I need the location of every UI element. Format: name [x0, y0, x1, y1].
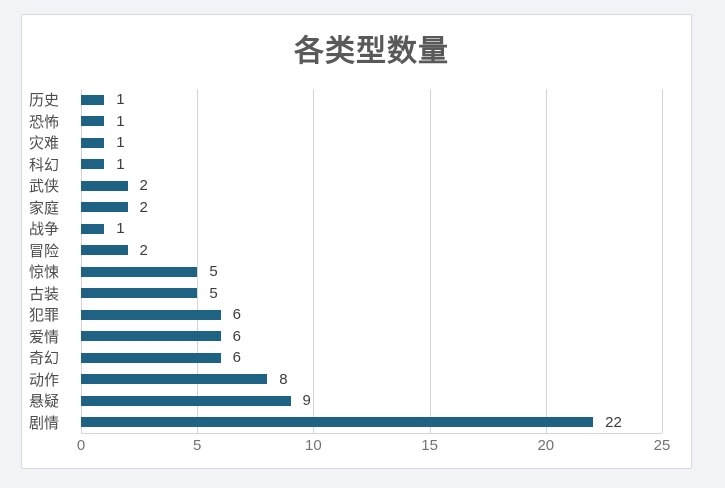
value-label: 8: [279, 370, 288, 388]
category-label: 恐怖: [28, 113, 59, 131]
bar: [81, 395, 291, 406]
category-label: 惊悚: [28, 264, 59, 282]
bar: [81, 309, 221, 320]
bar-track: 1: [81, 111, 663, 133]
chart-title: 各类型数量: [294, 35, 449, 68]
bar-row: 科幻 1: [22, 154, 663, 176]
bar-row: 家庭 2: [22, 197, 663, 219]
category-label: 悬疑: [28, 393, 59, 411]
bar-track: 22: [81, 412, 663, 434]
bar-row: 古装 5: [22, 283, 663, 305]
bar-row: 悬疑 9: [22, 390, 663, 412]
gridline: [545, 89, 547, 433]
x-tick-label: 20: [537, 437, 555, 454]
value-label: 1: [116, 134, 125, 152]
bar-row: 剧情 22: [22, 412, 663, 434]
value-label: 9: [302, 392, 311, 410]
x-tick-label: 10: [305, 437, 322, 454]
bar: [81, 137, 105, 148]
bar-row: 恐怖 1: [22, 111, 663, 133]
bar: [81, 116, 105, 127]
x-axis-ticks: 0 5 10 15 20 25: [77, 437, 671, 457]
bar-row: 奇幻 6: [22, 347, 663, 369]
category-label: 古装: [28, 285, 59, 303]
gridline: [81, 89, 82, 433]
bar-track: 2: [81, 197, 663, 219]
gridline: [197, 89, 199, 433]
value-label: 1: [116, 220, 125, 238]
bar: [81, 94, 105, 105]
category-label: 历史: [28, 92, 59, 110]
bar: [81, 266, 198, 277]
bar: [81, 159, 105, 170]
bar-row: 历史 1: [22, 89, 663, 111]
value-label: 6: [232, 327, 242, 345]
value-label: 6: [232, 306, 242, 324]
bar-track: 6: [81, 304, 663, 326]
bar: [81, 202, 128, 213]
bar-row: 灾难 1: [22, 132, 663, 154]
value-label: 2: [139, 241, 148, 259]
category-label: 灾难: [28, 135, 59, 153]
x-tick-label: 0: [76, 437, 86, 454]
bar-track: 1: [81, 154, 663, 176]
gridline: [429, 89, 431, 433]
chart-card: 各类型数量 历史 1 恐怖 1 灾难 1 科幻 1 武侠 2 家庭 2 战争 1 冒险 2 惊悚 5 古装 5 犯罪 6 爱…: [21, 14, 692, 469]
value-label: 1: [116, 91, 125, 109]
bar-track: 2: [81, 240, 663, 262]
category-label: 冒险: [28, 242, 59, 260]
bar-track: 2: [81, 175, 663, 197]
bar: [81, 180, 128, 191]
bar-track: 5: [81, 283, 663, 305]
category-label: 家庭: [28, 199, 59, 217]
category-label: 爱情: [28, 328, 59, 346]
bar-track: 6: [81, 326, 663, 348]
bar-track: 5: [81, 261, 663, 283]
x-tick-label: 15: [421, 437, 438, 454]
bar-row: 武侠 2: [22, 175, 663, 197]
value-label: 1: [116, 112, 125, 130]
bar-row: 惊悚 5: [22, 261, 663, 283]
bar-track: 6: [81, 347, 663, 369]
bar-row: 犯罪 6: [22, 304, 663, 326]
category-label: 战争: [28, 221, 59, 239]
value-label: 1: [116, 155, 125, 173]
category-label: 武侠: [28, 178, 59, 196]
value-label: 2: [139, 198, 148, 216]
bar: [81, 288, 198, 299]
gridlines-layer: [81, 89, 663, 434]
bar: [81, 417, 594, 428]
category-label: 剧情: [28, 414, 59, 432]
x-tick-label: 5: [193, 437, 202, 454]
x-tick-label: 25: [653, 437, 671, 454]
bar-row: 动作 8: [22, 369, 663, 391]
bar: [81, 374, 268, 385]
bar-track: 1: [81, 132, 663, 154]
bar-track: 1: [81, 89, 663, 111]
value-label: 5: [209, 263, 218, 281]
bar: [81, 245, 128, 256]
category-label: 奇幻: [28, 350, 59, 368]
gridline: [313, 89, 315, 433]
bar: [81, 352, 221, 363]
value-label: 6: [232, 349, 242, 367]
bar-row: 爱情 6: [22, 326, 663, 348]
value-label: 22: [605, 413, 622, 431]
category-label: 科幻: [28, 156, 59, 174]
bar-rows-container: 历史 1 恐怖 1 灾难 1 科幻 1 武侠 2 家庭 2 战争 1 冒险 2 惊悚 5 古装 5 犯罪 6 爱情 6 奇幻 6 动…: [22, 89, 663, 433]
bar-row: 冒险 2: [22, 240, 663, 262]
plot-area: 历史 1 恐怖 1 灾难 1 科幻 1 武侠 2 家庭 2 战争 1 冒险 2 惊悚 5 古装 5 犯罪 6 爱情 6 奇幻 6 动…: [22, 89, 663, 434]
gridline: [662, 89, 663, 433]
bar-track: 8: [81, 369, 663, 391]
value-label: 2: [139, 177, 148, 195]
category-label: 动作: [28, 371, 59, 389]
bar-row: 战争 1: [22, 218, 663, 240]
bar: [81, 331, 221, 342]
category-label: 犯罪: [28, 307, 59, 325]
bar-track: 1: [81, 218, 663, 240]
value-label: 5: [209, 284, 218, 302]
bar-track: 9: [81, 390, 663, 412]
bar: [81, 223, 105, 234]
